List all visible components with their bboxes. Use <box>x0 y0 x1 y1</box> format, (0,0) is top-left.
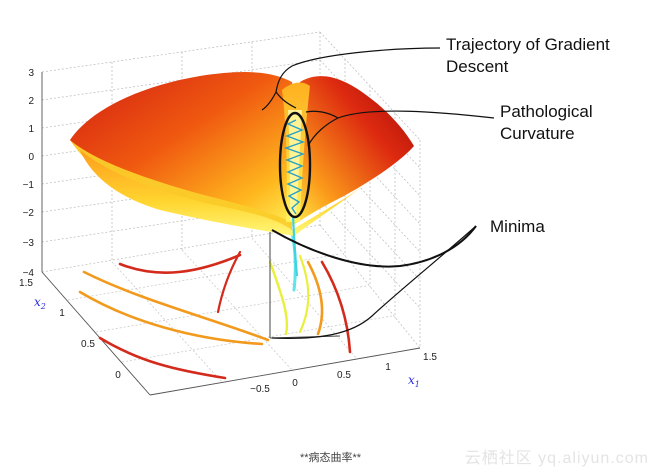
x2-tick: 0.5 <box>81 339 95 350</box>
surface-left-wing <box>70 72 300 225</box>
minima-leader-upper <box>271 225 477 268</box>
pathological-leader-main <box>337 110 495 119</box>
x1-tick: −0.5 <box>250 384 270 395</box>
pathological-leader-branch-b <box>305 110 339 119</box>
label-trajectory-line2: Descent <box>446 57 509 76</box>
z-tick: 3 <box>28 68 34 79</box>
floor-grid <box>41 237 421 396</box>
x2-tick: 1 <box>59 308 65 319</box>
contour-red-front <box>98 336 227 380</box>
z-axis-ticks: 3 2 1 0 −1 −2 −3 −4 <box>23 68 35 279</box>
pathological-curvature-ellipse <box>278 111 312 219</box>
contour-orange-right <box>306 260 324 336</box>
contour-orange-outer <box>82 270 270 342</box>
label-trajectory-line1: Trajectory of Gradient <box>446 35 610 54</box>
x2-tick: 1.5 <box>19 278 33 289</box>
contour-red-mid <box>216 250 242 314</box>
loss-surface <box>70 72 414 236</box>
x1-tick: 0.5 <box>337 370 351 381</box>
trajectory-leader-branch-a <box>261 91 277 111</box>
label-pathological-line2: Curvature <box>500 124 575 143</box>
contour-red-right <box>320 260 352 354</box>
contour-yellow-inner <box>268 260 289 336</box>
z-tick: −4 <box>23 268 35 279</box>
surface-right-wing <box>292 76 414 227</box>
x2-axis-label: x2 <box>34 295 46 311</box>
pathological-leader-branch-a <box>307 117 339 147</box>
trajectory-leader-main <box>275 47 441 93</box>
z-tick: 0 <box>28 152 34 163</box>
minimum-floor-line <box>269 335 341 339</box>
contour-red-left <box>118 253 242 274</box>
z-tick: 1 <box>28 124 34 135</box>
trajectory-zigzag <box>283 119 306 215</box>
label-pathological-line1: Pathological <box>500 102 593 121</box>
z-tick: −3 <box>23 238 35 249</box>
contour-orange-inner <box>78 290 264 346</box>
label-minima: Minima <box>490 217 545 236</box>
contour-yellow-right <box>298 254 310 334</box>
trajectory-leader-branch-b <box>275 91 297 109</box>
surface-front <box>80 150 368 236</box>
minima-leader-lower <box>271 225 477 339</box>
x1-axis-label: x1 <box>408 373 420 389</box>
z-tick: 2 <box>28 96 34 107</box>
x1-tick: 1.5 <box>423 352 437 363</box>
annotation-graphics <box>261 47 495 339</box>
x1-axis: −0.5 0 0.5 1 1.5 x1 <box>250 352 437 395</box>
z-tick: −1 <box>23 180 35 191</box>
x2-axis: 1.5 1 0.5 0 x2 <box>19 278 121 381</box>
floor-edges <box>41 72 421 396</box>
x1-tick: 1 <box>385 362 391 373</box>
x2-tick: 0 <box>115 370 121 381</box>
z-tick: −2 <box>23 208 35 219</box>
trajectory-descent-line <box>291 215 299 277</box>
floor-contours <box>78 230 352 380</box>
surface-left-fold <box>70 140 292 230</box>
watermark: 云栖社区 yq.aliyun.com <box>464 450 649 467</box>
x1-tick: 0 <box>292 378 298 389</box>
trajectory-path <box>269 119 341 339</box>
figure-caption: **病态曲率** <box>299 452 362 464</box>
annotation-labels: Trajectory of Gradient Descent Pathologi… <box>446 35 610 236</box>
